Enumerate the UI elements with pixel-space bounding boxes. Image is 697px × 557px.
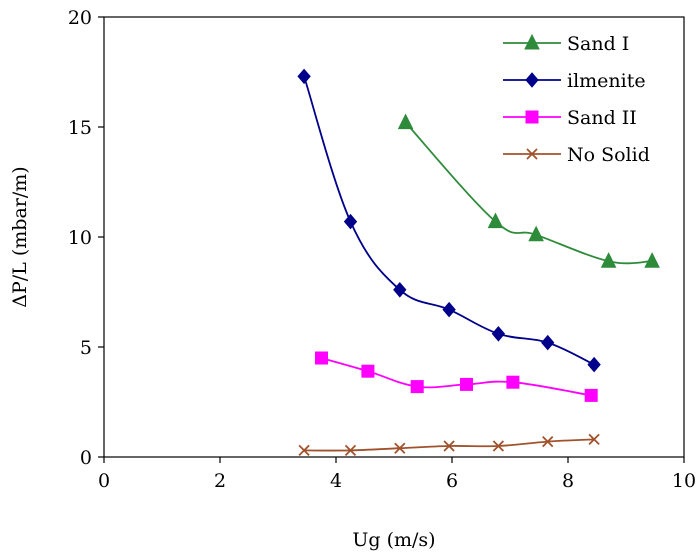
data-point-stroke xyxy=(298,444,310,457)
data-point xyxy=(410,380,424,394)
x-axis-title: Ug (m/s) xyxy=(352,529,435,551)
data-point xyxy=(442,301,456,318)
series-ilmenite xyxy=(297,68,601,373)
y-tick-label: 15 xyxy=(68,117,92,139)
series-sand-i xyxy=(397,113,660,268)
legend-item: Sand I xyxy=(503,33,629,55)
data-point xyxy=(506,375,520,389)
data-point xyxy=(528,225,544,242)
data-point-stroke xyxy=(588,433,600,446)
data-point-stroke xyxy=(394,442,406,454)
data-point xyxy=(587,356,601,373)
y-tick-label: 20 xyxy=(68,7,92,29)
data-point xyxy=(541,334,555,351)
legend-marker xyxy=(525,110,539,124)
legend: Sand I ilmenite Sand II No Solid xyxy=(503,33,650,166)
x-tick-label: 2 xyxy=(214,470,226,492)
legend-label: No Solid xyxy=(567,144,650,166)
legend-label: Sand I xyxy=(567,33,629,55)
data-point xyxy=(298,444,310,457)
data-point xyxy=(542,435,554,448)
y-tick-label: 5 xyxy=(80,337,92,359)
data-point xyxy=(588,433,600,446)
legend-item: ilmenite xyxy=(503,70,646,92)
x-tick-label: 4 xyxy=(330,470,342,492)
data-point xyxy=(297,68,311,85)
legend-item: Sand II xyxy=(503,107,637,129)
legend-marker xyxy=(526,148,538,160)
data-point xyxy=(460,377,473,391)
data-point xyxy=(584,388,598,402)
y-tick-label: 0 xyxy=(80,447,92,469)
x-tick-label: 10 xyxy=(672,470,696,492)
data-point xyxy=(343,213,358,230)
x-tick-label: 8 xyxy=(562,470,574,492)
data-point-stroke xyxy=(492,440,505,452)
data-point xyxy=(361,364,375,378)
legend-label: Sand II xyxy=(567,107,637,129)
data-point-stroke xyxy=(443,440,455,452)
data-point xyxy=(397,113,414,130)
x-tick-label: 0 xyxy=(98,470,110,492)
legend-item: No Solid xyxy=(503,144,650,166)
x-tick-label: 6 xyxy=(446,470,458,492)
series-layer xyxy=(297,68,660,457)
series-no-solid xyxy=(298,433,600,457)
data-point xyxy=(315,351,328,365)
data-point xyxy=(393,282,407,298)
data-point xyxy=(487,212,504,229)
y-axis-title: ΔP/L (mbar/m) xyxy=(9,166,31,307)
data-point xyxy=(443,440,455,452)
legend-label: ilmenite xyxy=(567,70,646,92)
data-point-stroke xyxy=(542,435,554,448)
axes: 0 2 4 6 8 10 0 5 10 15 20 xyxy=(68,7,696,492)
data-point xyxy=(600,252,617,268)
legend-marker-stroke xyxy=(526,148,538,160)
series-line xyxy=(404,121,653,265)
data-point xyxy=(394,442,406,454)
data-point xyxy=(344,444,357,457)
series-sand-ii xyxy=(315,351,598,402)
data-point xyxy=(491,326,506,342)
data-point xyxy=(492,440,505,452)
data-point-stroke xyxy=(344,444,357,457)
y-tick-label: 10 xyxy=(68,227,92,249)
legend-marker xyxy=(524,33,540,50)
data-point xyxy=(644,252,660,268)
legend-marker xyxy=(525,72,539,88)
